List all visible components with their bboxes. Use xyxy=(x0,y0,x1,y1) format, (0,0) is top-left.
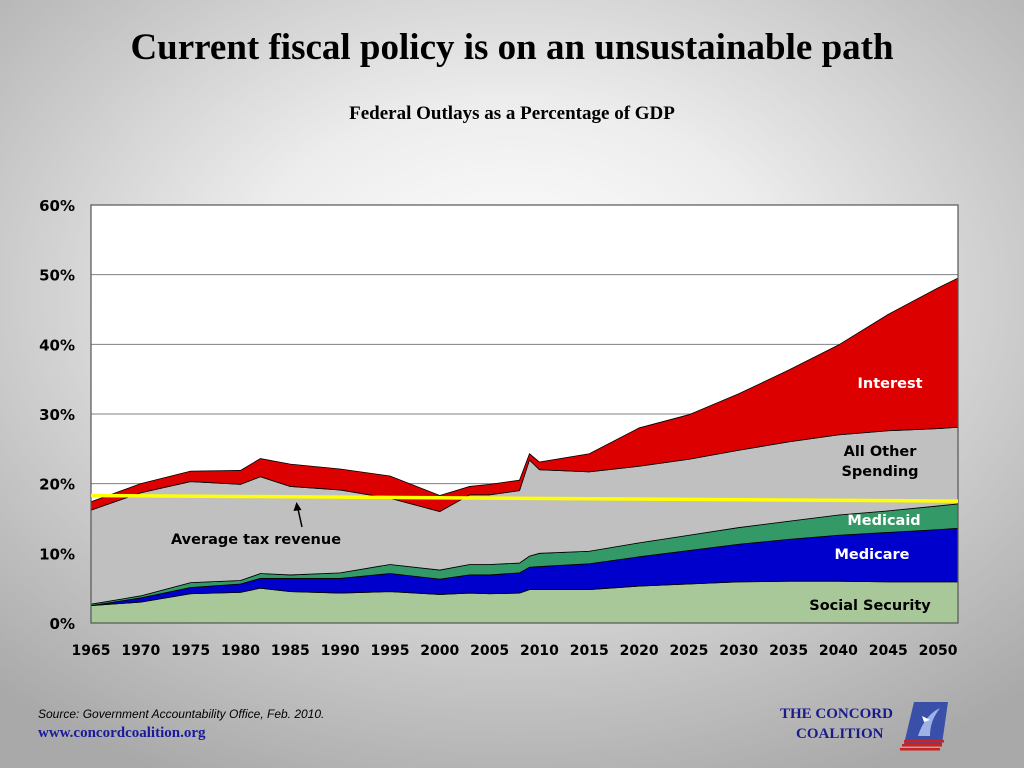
series-label-social-security: Social Security xyxy=(809,598,931,614)
y-tick-label: 10% xyxy=(39,545,75,563)
x-tick-label: 1990 xyxy=(321,643,360,659)
tax-revenue-arrowhead-icon xyxy=(293,502,302,511)
y-tick-label: 0% xyxy=(50,615,75,633)
x-tick-label: 1975 xyxy=(171,643,210,659)
series-label-medicaid: Medicaid xyxy=(847,513,920,529)
y-tick-label: 30% xyxy=(39,406,75,424)
website-link[interactable]: www.concordcoalition.org xyxy=(38,725,206,741)
x-tick-label: 1980 xyxy=(221,643,260,659)
x-tick-label: 1970 xyxy=(121,643,160,659)
series-label-medicare: Medicare xyxy=(835,547,910,563)
outlays-chart: Social Security Medicare Medicaid All Other… xyxy=(39,197,959,659)
tax-revenue-arrow-icon xyxy=(297,508,303,528)
logo-text-line2: COALITION xyxy=(796,726,884,742)
x-tick-label: 2010 xyxy=(520,643,559,659)
x-tick-label: 1965 xyxy=(72,643,111,659)
x-tick-label: 1985 xyxy=(271,643,310,659)
concord-coalition-logo: THE CONCORD COALITION xyxy=(772,698,972,754)
chart-subtitle: Federal Outlays as a Percentage of GDP xyxy=(349,103,675,124)
y-tick-label: 20% xyxy=(39,476,75,494)
tax-revenue-label: Average tax revenue xyxy=(171,532,341,548)
series-label-interest: Interest xyxy=(857,376,922,392)
plot-border xyxy=(90,204,959,624)
x-tick-label: 2015 xyxy=(570,643,609,659)
x-tick-label: 2005 xyxy=(470,643,509,659)
x-tick-label: 2020 xyxy=(620,643,659,659)
series-label-all-other: All Other Spending xyxy=(841,444,918,480)
x-tick-label: 2030 xyxy=(719,643,758,659)
x-tick-label: 2050 xyxy=(919,643,958,659)
x-tick-label: 2035 xyxy=(769,643,808,659)
x-tick-label: 2045 xyxy=(869,643,908,659)
x-tick-label: 2025 xyxy=(669,643,708,659)
x-tick-label: 1995 xyxy=(370,643,409,659)
y-tick-label: 40% xyxy=(39,336,75,354)
x-tick-label: 2000 xyxy=(420,643,459,659)
slide-title: Current fiscal policy is on an unsustain… xyxy=(130,27,894,68)
y-tick-label: 50% xyxy=(39,267,75,285)
source-note: Source: Government Accountability Office… xyxy=(38,707,325,721)
x-tick-label: 2040 xyxy=(819,643,858,659)
logo-text-line1: THE CONCORD xyxy=(780,706,893,722)
y-tick-label: 60% xyxy=(39,197,75,215)
tax-revenue-line xyxy=(90,493,959,503)
logo-emblem-icon xyxy=(900,702,948,751)
